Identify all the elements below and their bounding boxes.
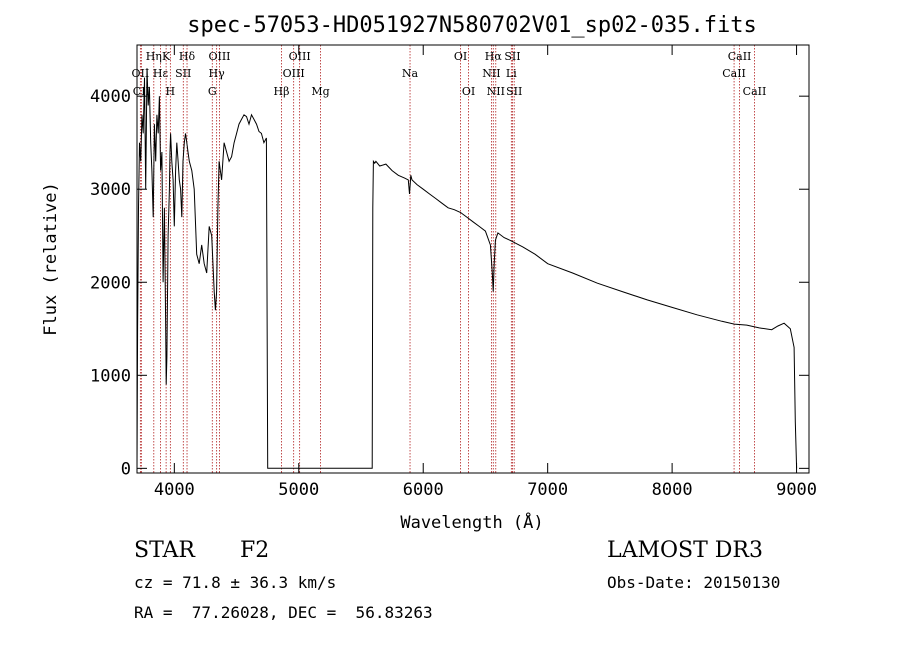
x-axis-ticks: 4000 5000 6000 7000 8000 9000: [154, 45, 817, 500]
spectral-subclass: F2: [240, 538, 270, 563]
y-tick-label-3: 3000: [90, 180, 131, 200]
x-axis-label: Wavelength (Å): [400, 511, 543, 533]
x-tick-label-2: 6000: [403, 480, 444, 500]
line-label-9: G: [208, 85, 217, 98]
line-label-19: Hα: [485, 50, 503, 63]
line-label-13: OIII: [289, 50, 311, 63]
line-label-14: Mg: [311, 85, 329, 98]
chart-title: spec-57053-HD051927N580702V01_sp02-035.f…: [187, 13, 757, 38]
line-label-12: OIII: [283, 67, 305, 80]
y-axis-ticks: 0 1000 2000 3000 4000: [90, 87, 809, 479]
plot-frame: [136, 44, 810, 474]
line-label-11: Hβ: [274, 85, 290, 98]
y-tick-label-2: 2000: [90, 273, 131, 293]
line-label-20: NII: [487, 85, 505, 98]
line-label-4: K: [162, 50, 171, 63]
y-tick-label-1: 1000: [90, 366, 131, 386]
x-tick-label-1: 5000: [278, 480, 319, 500]
x-tick-label-0: 4000: [154, 480, 195, 500]
line-label-21: SII: [504, 50, 520, 63]
line-label-24: CaII: [722, 67, 746, 80]
line-label-0: Hη: [146, 50, 162, 63]
y-tick-label-4: 4000: [90, 87, 131, 107]
line-label-3: Hε: [153, 67, 169, 80]
line-label-22: Li: [506, 67, 517, 80]
line-label-16: OI: [454, 50, 467, 63]
sky-coordinates: RA = 77.26028, DEC = 56.83263: [134, 603, 433, 622]
line-label-23: SII: [506, 85, 522, 98]
line-label-25: CaII: [728, 50, 752, 63]
line-label-17: OI: [462, 85, 475, 98]
observation-date: Obs-Date: 20150130: [607, 573, 781, 592]
y-axis-label: Flux (relative): [41, 182, 61, 336]
object-type: STAR: [134, 538, 195, 563]
line-label-26: CaII: [743, 85, 767, 98]
spectral-line-labels: HηOIICIIHεKHSIIHδHγGOIIIHβOIIIOIIIMgNaOI…: [132, 50, 767, 98]
redshift-velocity: cz = 71.8 ± 36.3 km/s: [134, 573, 337, 592]
line-label-5: H: [166, 85, 176, 98]
line-label-15: Na: [402, 67, 419, 80]
line-label-6: SII: [175, 67, 191, 80]
line-label-1: OII: [132, 67, 150, 80]
line-label-8: Hγ: [209, 67, 226, 80]
x-tick-label-4: 8000: [652, 480, 693, 500]
spectral-line-markers: [139, 45, 755, 473]
line-label-18: NII: [482, 67, 500, 80]
x-tick-label-5: 9000: [776, 480, 817, 500]
x-tick-label-3: 7000: [527, 480, 568, 500]
spectrum-series: [136, 68, 798, 469]
spectrum-chart: spec-57053-HD051927N580702V01_sp02-035.f…: [41, 13, 817, 533]
line-label-10: OIII: [208, 50, 230, 63]
survey-name: LAMOST DR3: [607, 538, 763, 563]
line-label-7: Hδ: [179, 50, 196, 63]
y-tick-label-0: 0: [121, 459, 131, 479]
